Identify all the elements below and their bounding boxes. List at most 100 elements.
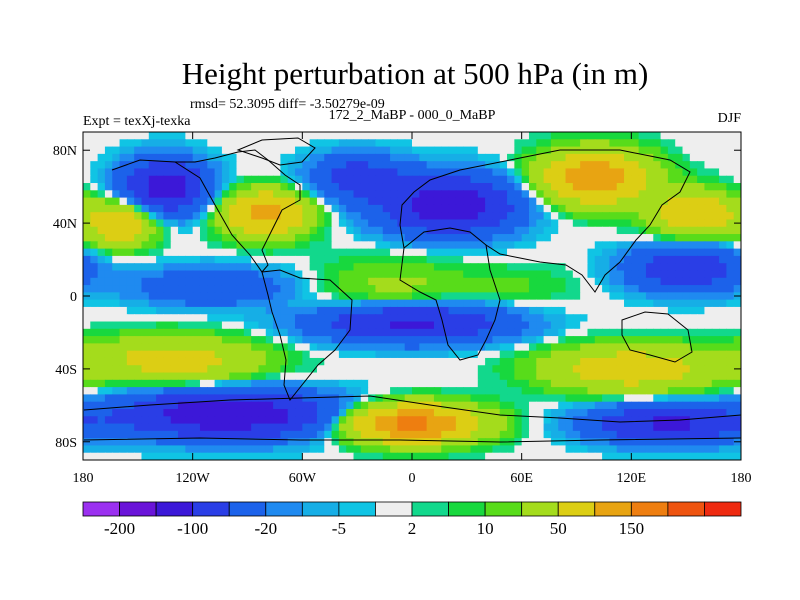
field-cell (492, 168, 501, 177)
field-cell (185, 285, 194, 293)
field-cell (273, 168, 281, 177)
field-cell (463, 430, 472, 439)
field-cell (426, 430, 435, 439)
field-cell (426, 416, 435, 425)
field-cell (397, 328, 406, 337)
field-cell (594, 401, 603, 410)
field-cell (375, 204, 384, 213)
field-cell (485, 255, 494, 264)
field-cell (580, 285, 589, 293)
field-cell (485, 423, 494, 432)
field-cell (507, 328, 515, 337)
field-cell (309, 226, 318, 235)
field-cell (675, 277, 684, 286)
field-cell (126, 306, 135, 315)
field-cell (338, 350, 347, 359)
field-cell (353, 255, 362, 264)
field-cell (324, 387, 333, 395)
field-cell (214, 263, 223, 272)
field-cell (514, 132, 523, 140)
field-cell (97, 408, 106, 417)
field-cell (141, 452, 150, 460)
field-cell (207, 379, 216, 388)
field-cell (97, 365, 106, 374)
field-cell (119, 190, 128, 199)
field-cell (273, 299, 281, 308)
field-cell (675, 445, 684, 454)
field-cell (251, 299, 260, 308)
field-cell (309, 183, 318, 191)
field-cell (550, 248, 559, 257)
field-cell (492, 139, 501, 148)
field-cell (119, 438, 128, 447)
field-cell (631, 190, 640, 199)
field-cell (295, 132, 303, 140)
field-cell (682, 357, 691, 366)
field-cell (236, 139, 245, 148)
field-cell (477, 292, 486, 301)
field-cell (309, 365, 318, 374)
field-cell (463, 372, 472, 381)
field-cell (499, 153, 508, 162)
field-cell (477, 416, 486, 425)
field-cell (295, 423, 303, 432)
field-cell (90, 197, 99, 206)
field-cell (492, 445, 501, 454)
field-cell (609, 328, 618, 337)
field-cell (112, 161, 121, 170)
field-cell (134, 285, 143, 293)
field-cell (558, 372, 567, 381)
field-cell (90, 387, 99, 395)
field-cell (485, 183, 494, 191)
field-cell (477, 190, 486, 199)
field-cell (90, 285, 99, 293)
field-cell (682, 277, 691, 286)
field-cell (419, 285, 428, 293)
field-cell (243, 321, 252, 330)
field-cell (338, 430, 347, 439)
colorbar-swatch (557, 501, 596, 517)
field-cell (565, 430, 574, 439)
field-cell (660, 394, 669, 403)
field-cell (265, 139, 274, 148)
field-cell (492, 219, 501, 228)
field-cell (265, 430, 274, 439)
field-cell (426, 241, 435, 250)
field-cell (609, 204, 618, 213)
field-cell (214, 328, 223, 337)
field-cell (463, 343, 472, 352)
field-cell (346, 372, 355, 381)
field-cell (280, 357, 289, 366)
field-cell (185, 153, 194, 162)
field-cell (265, 350, 274, 359)
field-cell (492, 270, 501, 279)
field-cell (733, 204, 741, 213)
field-cell (572, 401, 581, 410)
field-cell (338, 285, 347, 293)
field-cell (97, 204, 106, 213)
field-cell (733, 226, 741, 235)
field-cell (404, 234, 413, 242)
field-cell (119, 321, 128, 330)
field-cell (295, 270, 303, 279)
field-cell (83, 139, 91, 148)
field-cell (236, 306, 245, 315)
field-cell (667, 430, 676, 439)
field-cell (470, 277, 479, 286)
field-cell (192, 241, 201, 250)
field-cell (265, 306, 274, 315)
field-cell (733, 263, 741, 272)
field-cell (221, 277, 230, 286)
field-cell (594, 372, 603, 381)
field-cell (667, 394, 676, 403)
field-cell (331, 183, 340, 191)
field-cell (382, 132, 391, 140)
field-cell (682, 219, 691, 228)
field-cell (697, 190, 706, 199)
field-cell (346, 430, 355, 439)
field-cell (550, 204, 559, 213)
field-cell (207, 277, 216, 286)
field-cell (602, 408, 610, 417)
field-cell (485, 132, 494, 140)
field-cell (433, 292, 442, 301)
